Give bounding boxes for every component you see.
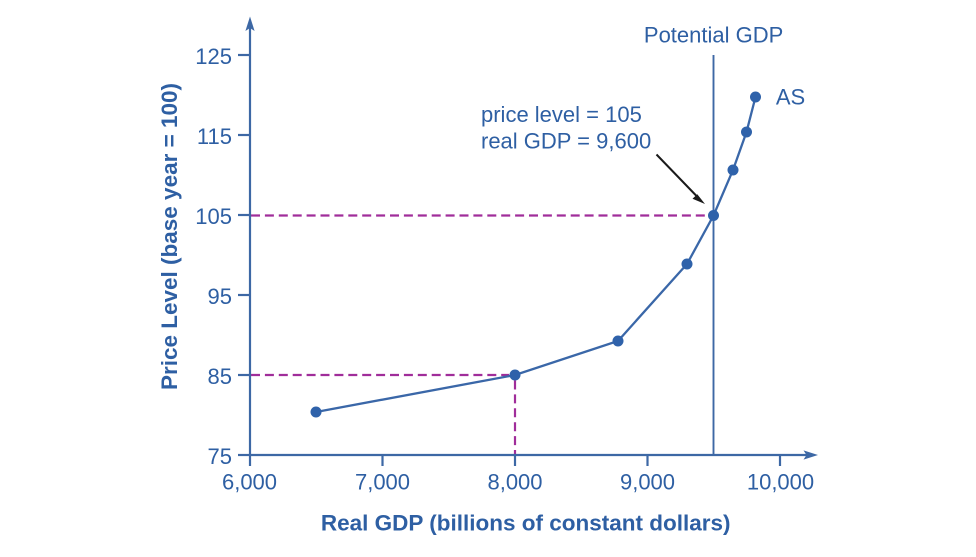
svg-text:85: 85 bbox=[208, 364, 232, 389]
svg-text:105: 105 bbox=[195, 204, 232, 229]
svg-text:115: 115 bbox=[197, 124, 232, 149]
svg-text:8,000: 8,000 bbox=[487, 470, 542, 495]
svg-text:95: 95 bbox=[208, 284, 232, 309]
svg-text:125: 125 bbox=[195, 44, 232, 69]
svg-text:6,000: 6,000 bbox=[222, 470, 277, 495]
svg-text:Potential GDP: Potential GDP bbox=[644, 23, 783, 48]
svg-text:10,000: 10,000 bbox=[747, 470, 814, 495]
svg-text:Real GDP (billions of constant: Real GDP (billions of constant dollars) bbox=[321, 511, 731, 536]
svg-text:9,000: 9,000 bbox=[620, 470, 675, 495]
svg-text:75: 75 bbox=[208, 444, 232, 469]
svg-text:price level = 105: price level = 105 bbox=[481, 102, 642, 127]
svg-text:Price Level (base year = 100): Price Level (base year = 100) bbox=[157, 83, 182, 390]
svg-text:7,000: 7,000 bbox=[355, 470, 410, 495]
svg-text:AS: AS bbox=[776, 85, 805, 110]
svg-text:real GDP = 9,600: real GDP = 9,600 bbox=[481, 129, 651, 154]
